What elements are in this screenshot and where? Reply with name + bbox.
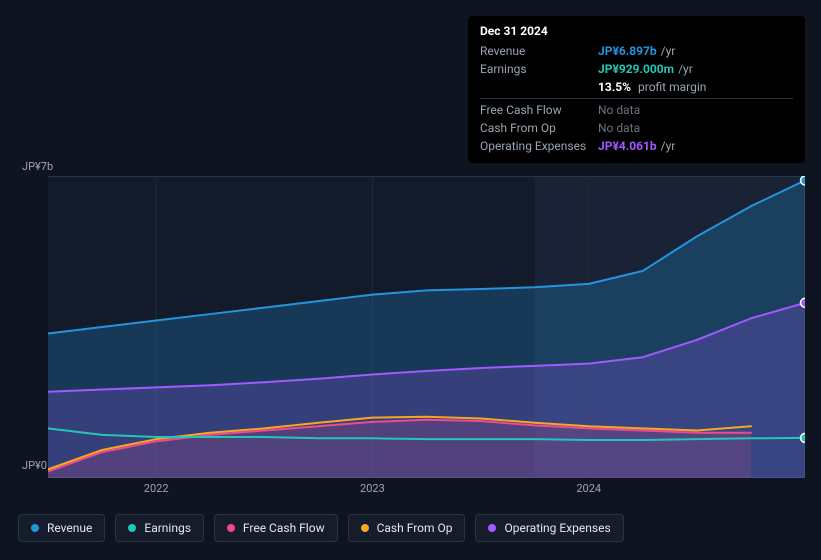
- legend-item-operating-expenses[interactable]: Operating Expenses: [475, 514, 623, 542]
- tooltip-row-opex: Operating Expenses JP¥4.061b /yr: [480, 137, 793, 155]
- tooltip-label: Free Cash Flow: [480, 103, 598, 117]
- tooltip-label: Earnings: [480, 62, 598, 76]
- x-tick-2024: 2024: [576, 482, 601, 495]
- y-axis-bottom-label: JP¥0: [22, 459, 47, 472]
- tooltip-value: JP¥929.000m: [598, 62, 674, 76]
- x-tick-2023: 2023: [360, 482, 385, 495]
- legend-item-free-cash-flow[interactable]: Free Cash Flow: [214, 514, 338, 542]
- tooltip-row-earnings: Earnings JP¥929.000m /yr: [480, 60, 793, 78]
- legend-dot: [31, 524, 39, 532]
- tooltip-unit: /yr: [661, 139, 676, 153]
- tooltip-nodata: No data: [598, 103, 640, 117]
- legend-item-revenue[interactable]: Revenue: [18, 514, 105, 542]
- tooltip-nodata: No data: [598, 121, 640, 135]
- tooltip-unit: /yr: [661, 44, 676, 58]
- tooltip-date: Dec 31 2024: [480, 24, 793, 38]
- legend-item-cash-from-op[interactable]: Cash From Op: [348, 514, 466, 542]
- legend-dot: [361, 524, 369, 532]
- legend-label: Free Cash Flow: [243, 521, 325, 535]
- tooltip-label: Cash From Op: [480, 121, 598, 135]
- legend-dot: [128, 524, 136, 532]
- tooltip-value: JP¥4.061b: [598, 139, 657, 153]
- tooltip-row-cfo: Cash From Op No data: [480, 119, 793, 137]
- chart-tooltip: Dec 31 2024 Revenue JP¥6.897b /yr Earnin…: [468, 16, 805, 163]
- tooltip-row-fcf: Free Cash Flow No data: [480, 98, 793, 119]
- legend-dot: [488, 524, 496, 532]
- chart-svg[interactable]: [48, 176, 805, 478]
- legend-label: Revenue: [47, 521, 92, 535]
- x-axis-labels: 2022 2023 2024: [48, 482, 805, 500]
- tooltip-label: Revenue: [480, 44, 598, 58]
- legend-dot: [227, 524, 235, 532]
- legend-item-earnings[interactable]: Earnings: [115, 514, 204, 542]
- legend-label: Operating Expenses: [504, 521, 610, 535]
- tooltip-profit-margin: 13.5% profit margin: [480, 78, 793, 96]
- x-tick-2022: 2022: [144, 482, 169, 495]
- y-axis-top-label: JP¥7b: [22, 160, 53, 173]
- chart-plot[interactable]: [48, 176, 805, 478]
- chart-legend: Revenue Earnings Free Cash Flow Cash Fro…: [18, 514, 624, 542]
- tooltip-sub-text: profit margin: [638, 80, 706, 94]
- tooltip-unit: /yr: [678, 62, 693, 76]
- tooltip-pct: 13.5%: [598, 80, 631, 94]
- tooltip-row-revenue: Revenue JP¥6.897b /yr: [480, 42, 793, 60]
- legend-label: Earnings: [144, 521, 191, 535]
- tooltip-value: JP¥6.897b: [598, 44, 657, 58]
- tooltip-label: Operating Expenses: [480, 139, 598, 153]
- legend-label: Cash From Op: [377, 521, 453, 535]
